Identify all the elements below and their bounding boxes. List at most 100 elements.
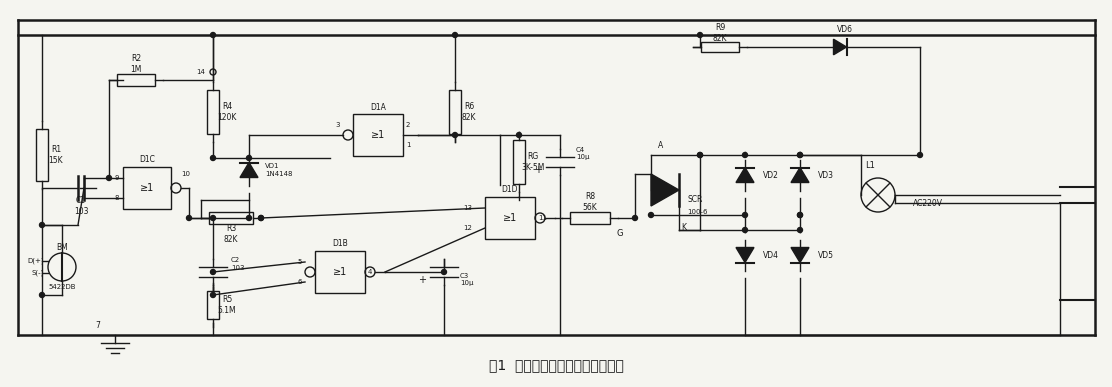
Text: 8: 8 (115, 195, 119, 201)
Circle shape (743, 228, 747, 233)
Text: L1: L1 (865, 161, 875, 170)
Circle shape (210, 216, 216, 221)
Text: 4: 4 (368, 269, 373, 275)
Text: 12: 12 (463, 225, 471, 231)
Bar (36, 129, 48, 181)
Circle shape (797, 228, 803, 233)
Circle shape (743, 212, 747, 217)
Text: 11: 11 (538, 215, 547, 221)
Circle shape (187, 216, 191, 221)
Circle shape (697, 33, 703, 38)
Circle shape (917, 152, 923, 158)
Circle shape (797, 152, 803, 158)
Text: D1B: D1B (332, 240, 348, 248)
Circle shape (648, 212, 654, 217)
Text: R3
82K: R3 82K (224, 224, 238, 244)
Text: VD2: VD2 (763, 171, 778, 180)
Text: R9
82K: R9 82K (713, 23, 727, 43)
Text: C3
10μ: C3 10μ (460, 274, 474, 286)
Bar (570, 212, 610, 224)
Polygon shape (736, 248, 754, 262)
Text: 5422DB: 5422DB (48, 284, 76, 290)
Text: BM: BM (56, 243, 68, 252)
Text: 7: 7 (96, 320, 100, 329)
Bar (207, 90, 219, 134)
Text: ≥1: ≥1 (140, 183, 155, 193)
Text: ≥1: ≥1 (332, 267, 347, 277)
Circle shape (797, 212, 803, 217)
Bar (123, 167, 171, 209)
Circle shape (516, 132, 522, 137)
Text: 6: 6 (298, 279, 302, 285)
Text: D1A: D1A (370, 103, 386, 111)
Circle shape (107, 175, 111, 180)
Bar (315, 251, 365, 293)
Text: 图1  声光控延时开关的电路原理图: 图1 声光控延时开关的电路原理图 (488, 358, 624, 372)
Circle shape (797, 212, 803, 217)
Text: R8
56K: R8 56K (583, 192, 597, 212)
Circle shape (453, 33, 457, 38)
Circle shape (210, 293, 216, 298)
Circle shape (697, 152, 703, 158)
Text: VD4: VD4 (763, 250, 780, 260)
Circle shape (453, 132, 457, 137)
Circle shape (797, 152, 803, 158)
Bar (353, 114, 403, 156)
Circle shape (247, 216, 251, 221)
Text: R6
82K: R6 82K (461, 102, 476, 122)
Text: 13: 13 (463, 205, 471, 211)
Bar (117, 74, 155, 86)
Text: SCR: SCR (687, 195, 703, 204)
Text: ≥1: ≥1 (503, 213, 517, 223)
Text: R1
15K: R1 15K (49, 145, 63, 165)
Text: 2: 2 (406, 122, 410, 128)
Text: R2
1M: R2 1M (130, 54, 141, 74)
Bar (513, 140, 525, 184)
Text: VD5: VD5 (818, 250, 834, 260)
Circle shape (258, 216, 264, 221)
Bar (209, 212, 254, 224)
Text: 9: 9 (115, 175, 119, 181)
Circle shape (210, 33, 216, 38)
Circle shape (210, 156, 216, 161)
Circle shape (697, 152, 703, 158)
Text: S(-): S(-) (31, 270, 44, 276)
Text: +: + (418, 275, 426, 285)
Text: 14: 14 (196, 69, 205, 75)
Text: A: A (658, 140, 664, 149)
Text: C1
103: C1 103 (73, 196, 88, 216)
Circle shape (247, 156, 251, 161)
Text: R4
120K: R4 120K (217, 102, 237, 122)
Text: ≥1: ≥1 (371, 130, 385, 140)
Text: D1D: D1D (502, 185, 518, 195)
Polygon shape (240, 163, 258, 178)
Circle shape (743, 152, 747, 158)
Bar (701, 42, 739, 52)
Circle shape (258, 216, 264, 221)
Text: VD1
1N4148: VD1 1N4148 (265, 163, 292, 176)
Text: C2
103: C2 103 (231, 257, 245, 271)
Bar (449, 90, 461, 134)
Circle shape (441, 269, 447, 274)
Polygon shape (791, 168, 810, 183)
Text: VD3: VD3 (818, 171, 834, 180)
Circle shape (40, 293, 44, 298)
Polygon shape (791, 248, 810, 262)
Text: +: + (534, 165, 542, 175)
Polygon shape (736, 168, 754, 183)
Text: G: G (617, 228, 623, 238)
Text: AC220V: AC220V (913, 199, 943, 207)
Text: R5
5.1M: R5 5.1M (218, 295, 237, 315)
Polygon shape (834, 39, 846, 55)
Text: K: K (681, 224, 686, 233)
Text: 5: 5 (298, 259, 302, 265)
Text: D(+): D(+) (28, 258, 44, 264)
Text: 10: 10 (181, 171, 190, 177)
Bar (207, 291, 219, 319)
Circle shape (516, 197, 522, 202)
Polygon shape (651, 174, 679, 206)
Text: 3: 3 (336, 122, 340, 128)
Circle shape (210, 269, 216, 274)
Text: D1C: D1C (139, 156, 155, 164)
Circle shape (40, 223, 44, 228)
